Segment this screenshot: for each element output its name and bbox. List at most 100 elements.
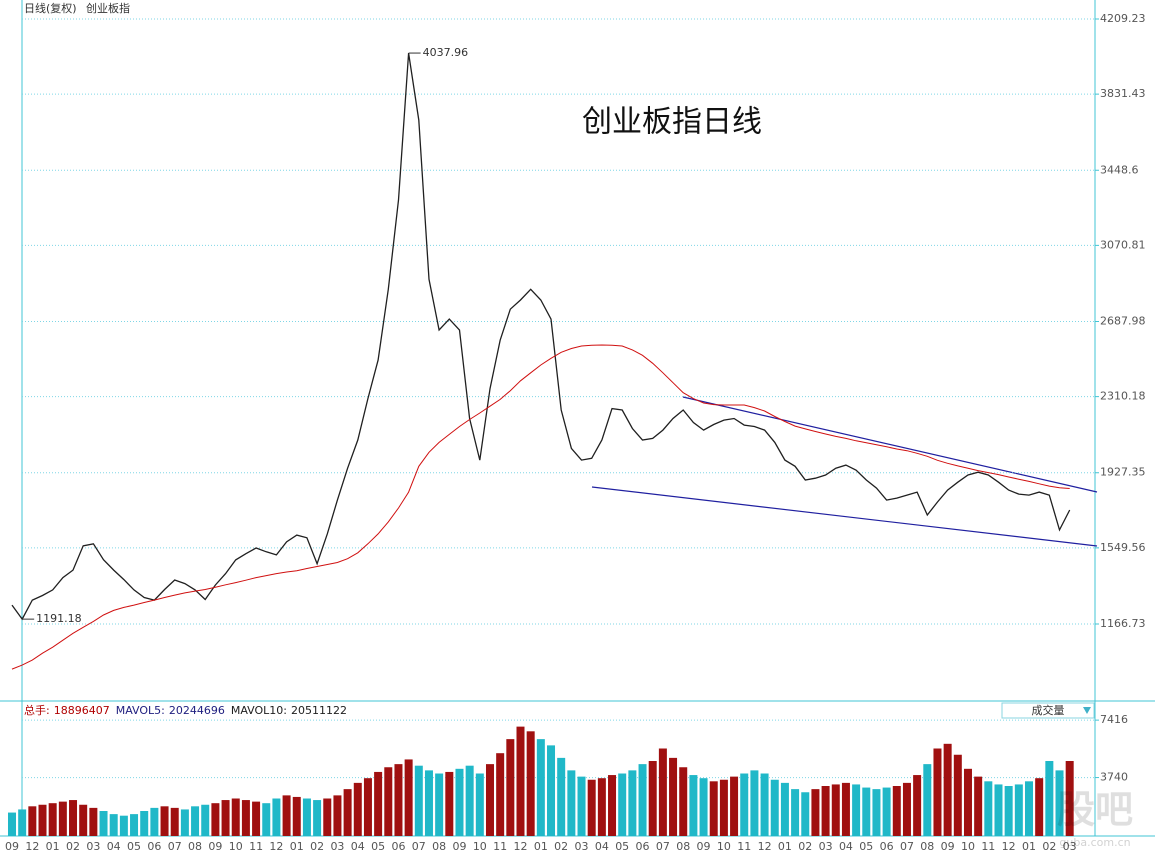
volume-bar bbox=[638, 764, 647, 836]
volume-stat-name: MAVOL5: bbox=[116, 704, 165, 717]
volume-bar bbox=[841, 782, 850, 836]
volume-bar bbox=[608, 775, 617, 836]
volume-bar bbox=[313, 800, 322, 836]
volume-bar bbox=[506, 739, 515, 836]
volume-stat-name: 总手: bbox=[24, 703, 50, 717]
volume-bar bbox=[679, 767, 688, 836]
x-tick-label: 08 bbox=[432, 840, 446, 853]
x-tick-label: 07 bbox=[656, 840, 670, 853]
volume-bar bbox=[516, 726, 525, 836]
volume-bar bbox=[180, 809, 189, 836]
volume-bar bbox=[130, 814, 139, 836]
volume-bar bbox=[119, 815, 128, 836]
x-tick-label: 09 bbox=[697, 840, 711, 853]
volume-bar bbox=[191, 806, 200, 836]
x-tick-label: 03 bbox=[575, 840, 589, 853]
volume-bar bbox=[689, 775, 698, 836]
volume-bar bbox=[933, 748, 942, 836]
x-tick-label: 03 bbox=[330, 840, 344, 853]
annotation: 1191.18 bbox=[36, 612, 82, 625]
x-tick-label: 02 bbox=[66, 840, 80, 853]
volume-bar bbox=[892, 786, 901, 836]
volume-stat-value: 18896407 bbox=[54, 704, 110, 717]
volume-bar bbox=[974, 776, 983, 836]
volume-stat-value: 20244696 bbox=[169, 704, 225, 717]
price-line bbox=[11, 53, 1071, 621]
volume-bar bbox=[699, 778, 708, 836]
volume-bar bbox=[465, 765, 474, 836]
annotation: 4037.96 bbox=[423, 46, 469, 59]
volume-bar bbox=[567, 770, 576, 836]
volume-bar bbox=[669, 757, 678, 836]
x-tick-label: 02 bbox=[798, 840, 812, 853]
volume-bar bbox=[333, 795, 342, 836]
volume-bar bbox=[99, 811, 108, 836]
volume-bar bbox=[984, 781, 993, 836]
volume-bar bbox=[323, 798, 332, 836]
volume-bar bbox=[953, 754, 962, 836]
y-tick-label: 1166.73 bbox=[1100, 617, 1146, 630]
x-tick-label: 08 bbox=[920, 840, 934, 853]
volume-bar bbox=[557, 757, 566, 836]
y-tick-label: 2310.18 bbox=[1100, 390, 1146, 403]
x-tick-label: 07 bbox=[412, 840, 426, 853]
volume-bar bbox=[374, 771, 383, 836]
volume-bar bbox=[1055, 770, 1064, 836]
volume-bar bbox=[831, 784, 840, 836]
volume-bar bbox=[750, 770, 759, 836]
volume-bar bbox=[221, 800, 230, 836]
volume-selector-label[interactable]: 成交量 bbox=[1032, 703, 1065, 717]
x-tick-label: 12 bbox=[269, 840, 283, 853]
volume-bar bbox=[140, 811, 149, 836]
volume-bar bbox=[658, 748, 667, 836]
x-tick-label: 06 bbox=[636, 840, 650, 853]
dropdown-arrow[interactable] bbox=[1083, 707, 1091, 714]
volume-bar bbox=[994, 784, 1003, 836]
y-tick-label: 3740 bbox=[1100, 771, 1128, 784]
y-tick-label: 3448.6 bbox=[1100, 163, 1139, 176]
volume-bar bbox=[780, 782, 789, 836]
volume-stat: 总手: 18896407 bbox=[24, 703, 110, 717]
volume-bar bbox=[241, 800, 250, 836]
volume-bar bbox=[902, 782, 911, 836]
volume-bar bbox=[150, 807, 159, 836]
volume-bar bbox=[1025, 781, 1033, 836]
volume-bar bbox=[1035, 778, 1044, 836]
x-tick-label: 04 bbox=[595, 840, 609, 853]
volume-bar bbox=[455, 768, 464, 836]
x-tick-label: 04 bbox=[107, 840, 121, 853]
volume-bar bbox=[435, 773, 444, 836]
x-tick-label: 07 bbox=[168, 840, 182, 853]
y-tick-label: 2687.98 bbox=[1100, 314, 1146, 327]
y-tick-label: 1549.56 bbox=[1100, 541, 1146, 554]
volume-bar bbox=[485, 764, 494, 836]
x-tick-label: 06 bbox=[391, 840, 405, 853]
volume-bar bbox=[160, 806, 169, 836]
volume-bar bbox=[618, 773, 627, 836]
volume-bar bbox=[231, 798, 240, 836]
volume-bar bbox=[719, 779, 728, 836]
x-tick-label: 10 bbox=[717, 840, 731, 853]
marks: 4209.23 3831.43 3448.6 3070.81 2687.98 2310.1… bbox=[5, 12, 1146, 853]
x-tick-label: 04 bbox=[839, 840, 853, 853]
volume-bar bbox=[262, 803, 271, 836]
volume-bar bbox=[414, 765, 423, 836]
volume-bar bbox=[923, 764, 932, 836]
y-tick-label: 3070.81 bbox=[1100, 238, 1146, 251]
trend-line bbox=[682, 396, 1098, 493]
volume-selector[interactable] bbox=[1001, 702, 1095, 719]
x-tick-label: 07 bbox=[900, 840, 914, 853]
x-tick-label: 03 bbox=[86, 840, 100, 853]
volume-bar bbox=[770, 779, 779, 836]
volume-bar bbox=[913, 775, 922, 836]
x-tick-label: 02 bbox=[1042, 840, 1056, 853]
trend-line bbox=[591, 486, 1098, 547]
x-tick-label: 06 bbox=[880, 840, 894, 853]
y-tick-label: 4209.23 bbox=[1100, 12, 1146, 25]
volume-bar bbox=[58, 801, 67, 836]
volume-bar bbox=[1014, 784, 1023, 836]
x-tick-label: 08 bbox=[676, 840, 690, 853]
x-tick-label: 09 bbox=[941, 840, 955, 853]
